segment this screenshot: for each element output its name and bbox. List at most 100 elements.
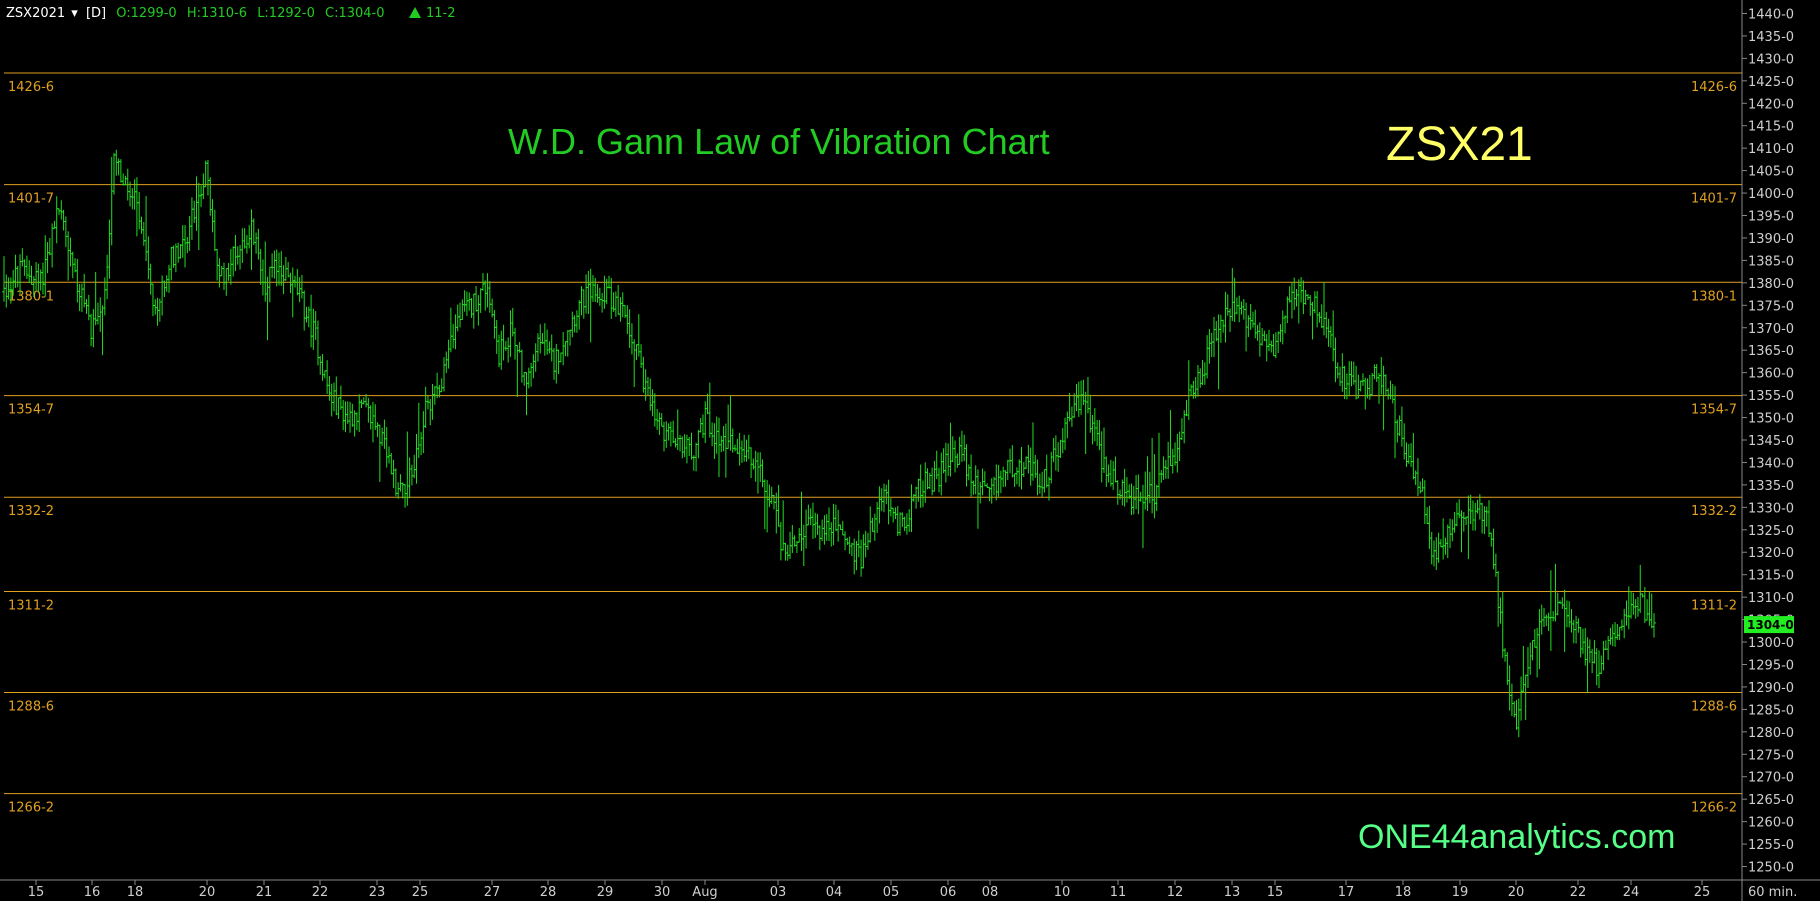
y-tick-label: 1355-0 (1748, 389, 1794, 404)
y-tick-label: 1380-0 (1748, 277, 1794, 292)
y-tick-label: 1350-0 (1748, 412, 1794, 427)
y-tick-label: 1315-0 (1748, 569, 1794, 584)
gann-level-label-right: 1426-6 (1691, 80, 1737, 95)
y-tick-label: 1345-0 (1748, 434, 1794, 449)
change-up-icon (409, 7, 421, 18)
y-tick-label: 1270-0 (1748, 771, 1794, 786)
y-tick-label: 1370-0 (1748, 322, 1794, 337)
x-tick-label: 23 (369, 885, 386, 900)
close-value: C:1304-0 (325, 6, 385, 21)
x-tick-label: 15 (28, 885, 45, 900)
x-tick-label: 20 (1508, 885, 1525, 900)
y-tick-label: 1385-0 (1748, 254, 1794, 269)
y-tick-label: 1260-0 (1748, 816, 1794, 831)
x-tick-label: 15 (1267, 885, 1284, 900)
y-tick-label: 1440-0 (1748, 7, 1794, 22)
y-tick-label: 1365-0 (1748, 344, 1794, 359)
y-tick-label: 1395-0 (1748, 210, 1794, 225)
gann-level-label-right: 1401-7 (1691, 192, 1737, 207)
y-tick-label: 1310-0 (1748, 591, 1794, 606)
gann-level-label-right: 1266-2 (1691, 801, 1737, 816)
y-tick-label: 1360-0 (1748, 367, 1794, 382)
x-tick-label: 12 (1167, 885, 1184, 900)
x-tick-label: Aug (692, 885, 717, 900)
gann-level-label-right: 1380-1 (1691, 289, 1737, 304)
symbol-annotation: ZSX21 (1386, 118, 1533, 171)
x-tick-label: 29 (597, 885, 614, 900)
y-tick-label: 1400-0 (1748, 187, 1794, 202)
y-tick-label: 1335-0 (1748, 479, 1794, 494)
x-tick-label: 27 (484, 885, 501, 900)
interval-label: [D] (86, 6, 106, 21)
y-tick-label: 1295-0 (1748, 658, 1794, 673)
x-tick-label: 17 (1338, 885, 1355, 900)
gann-level-label-right: 1354-7 (1691, 403, 1737, 418)
x-tick-label: 16 (84, 885, 101, 900)
x-tick-label: 10 (1054, 885, 1071, 900)
y-tick-label: 1430-0 (1748, 52, 1794, 67)
gann-levels: 1426-6 1426-6 1401-7 1401-7 1380-1 1380-1 1354… (4, 72, 1742, 816)
y-tick-label: 1410-0 (1748, 142, 1794, 157)
y-tick-label: 1405-0 (1748, 165, 1794, 180)
gann-level-label-right: 1288-6 (1691, 700, 1737, 715)
gann-level-label-left: 1332-2 (8, 504, 54, 519)
y-tick-label: 1255-0 (1748, 838, 1794, 853)
x-tick-label: 28 (540, 885, 557, 900)
x-tick-label: 03 (770, 885, 787, 900)
price-bar (1652, 613, 1656, 638)
y-tick-label: 1420-0 (1748, 97, 1794, 112)
x-tick-label: 04 (826, 885, 843, 900)
y-tick-label: 1300-0 (1748, 636, 1794, 651)
x-tick-label: 30 (654, 885, 671, 900)
x-tick-label: 24 (1623, 885, 1640, 900)
last-price-label: 1304-0 (1747, 618, 1794, 632)
gann-level-label-left: 1426-6 (8, 80, 54, 95)
x-tick-label: 22 (312, 885, 329, 900)
y-tick-label: 1250-0 (1748, 861, 1794, 876)
gann-level-label-left: 1380-1 (8, 289, 54, 304)
gann-level-label-left: 1311-2 (8, 599, 54, 614)
interval-corner-label[interactable]: 60 min. (1748, 885, 1797, 900)
plot-area[interactable] (0, 0, 1742, 880)
symbol-dropdown-icon[interactable]: ▾ (71, 6, 78, 21)
y-tick-label: 1325-0 (1748, 524, 1794, 539)
x-tick-label: 05 (883, 885, 900, 900)
gann-level-label-right: 1311-2 (1691, 599, 1737, 614)
y-tick-label: 1415-0 (1748, 120, 1794, 135)
gann-level-label-left: 1401-7 (8, 192, 54, 207)
symbol-label[interactable]: ZSX2021 (6, 6, 65, 21)
y-tick-label: 1435-0 (1748, 30, 1794, 45)
gann-level-label-left: 1266-2 (8, 801, 54, 816)
y-tick-label: 1285-0 (1748, 703, 1794, 718)
last-price-box (1744, 616, 1794, 634)
open-value: O:1299-0 (116, 6, 176, 21)
x-tick-label: 13 (1224, 885, 1241, 900)
x-tick-label: 25 (1694, 885, 1711, 900)
price-bars (2, 149, 1656, 738)
gann-level-label-right: 1332-2 (1691, 504, 1737, 519)
x-tick-label: 18 (127, 885, 144, 900)
x-tick-label: 25 (412, 885, 429, 900)
gann-level-label-left: 1354-7 (8, 403, 54, 418)
x-tick-label: 06 (940, 885, 957, 900)
gann-level-label-left: 1288-6 (8, 700, 54, 715)
high-value: H:1310-6 (187, 6, 247, 21)
x-tick-label: 19 (1452, 885, 1469, 900)
x-axis[interactable]: 15 16 18 20 21 22 23 25 27 28 29 30 Aug 03 04 05 06 08 10 1… (28, 880, 1711, 900)
x-tick-label: 11 (1110, 885, 1127, 900)
y-tick-label: 1265-0 (1748, 793, 1794, 808)
brand-label: ONE44analytics.com (1358, 818, 1675, 856)
y-tick-label: 1340-0 (1748, 456, 1794, 471)
x-tick-label: 21 (256, 885, 273, 900)
y-axis[interactable]: 1250-0 1255-0 1260-0 1265-0 1270-0 1275-0 1280… (1742, 7, 1794, 876)
y-tick-label: 1425-0 (1748, 75, 1794, 90)
y-tick-label: 1330-0 (1748, 501, 1794, 516)
y-tick-label: 1390-0 (1748, 232, 1794, 247)
x-tick-label: 18 (1395, 885, 1412, 900)
chart-title: W.D. Gann Law of Vibration Chart (508, 121, 1050, 162)
low-value: L:1292-0 (257, 6, 315, 21)
header-bar: ZSX2021 ▾ [D] O:1299-0 H:1310-6 L:1292-0… (6, 6, 385, 21)
y-tick-label: 1320-0 (1748, 546, 1794, 561)
